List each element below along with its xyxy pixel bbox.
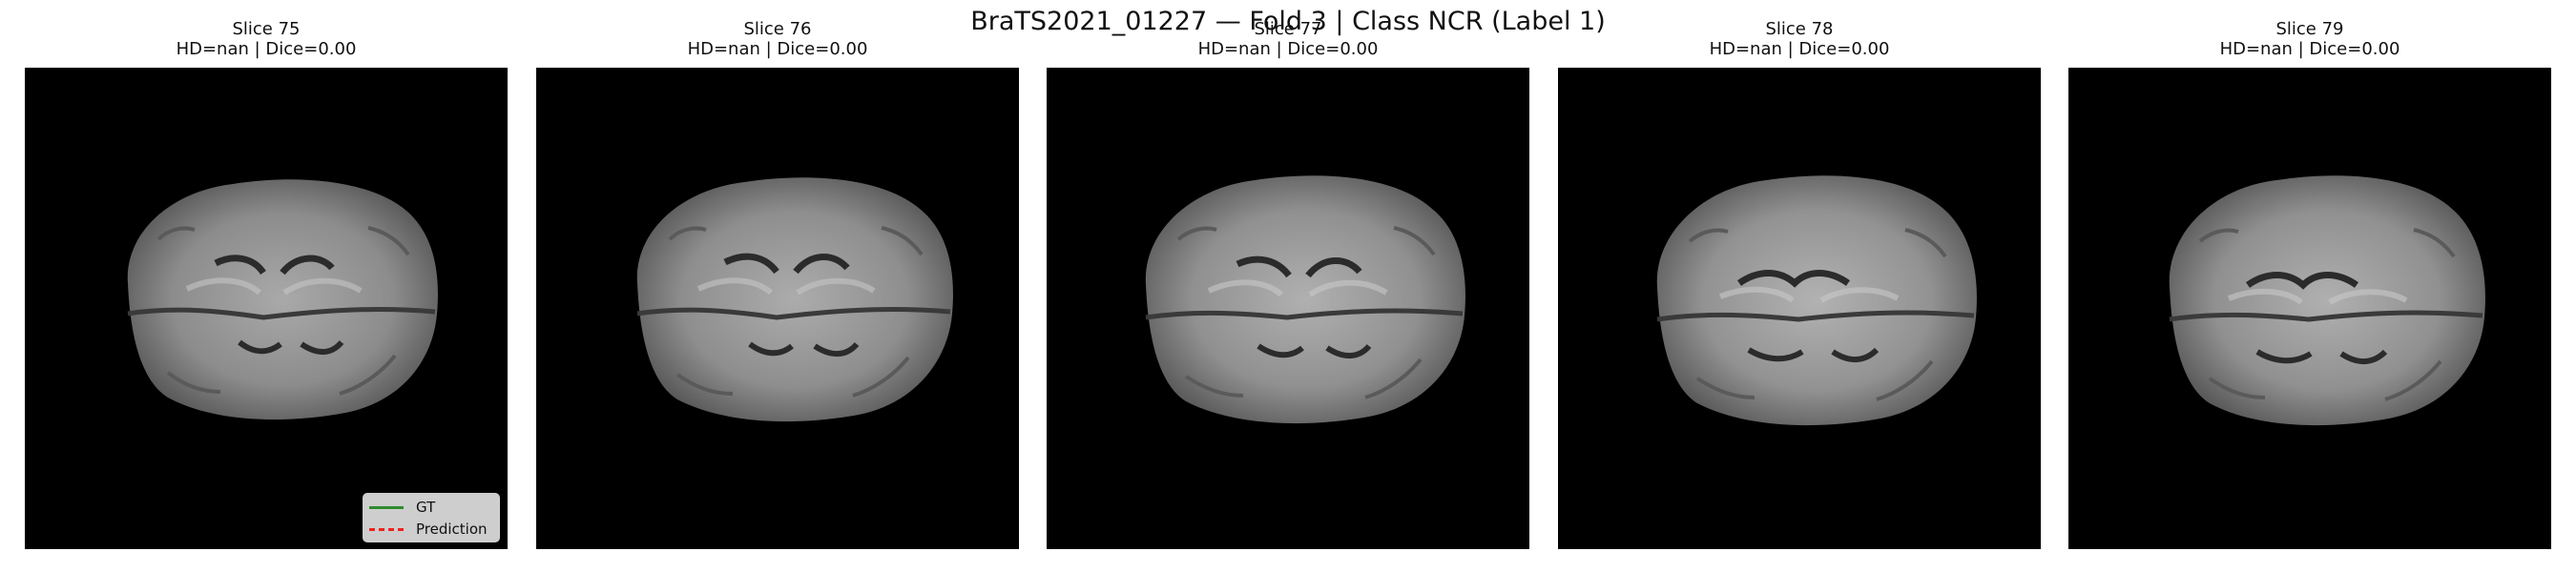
brain-shape — [1145, 175, 1465, 424]
legend-item-gt: GT — [369, 497, 435, 518]
slice-panel-1: Slice 75 HD=nan | Dice=0.00 — [25, 0, 508, 572]
slice-panel-3: Slice 77 HD=nan | Dice=0.00 — [1047, 0, 1529, 572]
legend-gt-label: GT — [416, 499, 436, 516]
slice-metrics: HD=nan | Dice=0.00 — [176, 39, 357, 59]
panel-title-3: Slice 77 HD=nan | Dice=0.00 — [1047, 19, 1529, 59]
slice-label: Slice 78 — [1765, 19, 1834, 39]
mri-slice-image — [1558, 68, 2041, 549]
legend-prediction-label: Prediction — [416, 521, 488, 538]
slice-panel-4: Slice 78 HD=nan | Dice=0.00 — [1558, 0, 2041, 572]
mri-slice-image — [2068, 68, 2551, 549]
slice-panel-2: Slice 76 HD=nan | Dice=0.00 — [536, 0, 1019, 572]
slice-label: Slice 79 — [2275, 19, 2344, 39]
panel-title-2: Slice 76 HD=nan | Dice=0.00 — [536, 19, 1019, 59]
panel-title-1: Slice 75 HD=nan | Dice=0.00 — [25, 19, 508, 59]
brain-shape — [2169, 175, 2485, 426]
brain-shape — [1656, 175, 1977, 426]
slice-metrics: HD=nan | Dice=0.00 — [1197, 39, 1379, 59]
slice-label: Slice 77 — [1254, 19, 1322, 39]
slice-label: Slice 75 — [232, 19, 301, 39]
legend-item-prediction: Prediction — [369, 519, 488, 540]
mri-slice-image — [536, 68, 1019, 549]
panel-title-4: Slice 78 HD=nan | Dice=0.00 — [1558, 19, 2041, 59]
slice-metrics: HD=nan | Dice=0.00 — [687, 39, 868, 59]
brain-shape — [636, 177, 953, 422]
prediction-line-swatch — [369, 527, 404, 531]
mri-slice-image — [1047, 68, 1529, 549]
mri-slice-image: GT Prediction — [25, 68, 508, 549]
legend: GT Prediction — [363, 493, 500, 542]
slice-panel-5: Slice 79 HD=nan | Dice=0.00 — [2068, 0, 2551, 572]
slice-metrics: HD=nan | Dice=0.00 — [1709, 39, 1890, 59]
brain-shape — [127, 179, 438, 420]
slice-metrics: HD=nan | Dice=0.00 — [2219, 39, 2400, 59]
panel-title-5: Slice 79 HD=nan | Dice=0.00 — [2068, 19, 2551, 59]
gt-line-swatch — [369, 505, 404, 509]
slice-label: Slice 76 — [743, 19, 812, 39]
